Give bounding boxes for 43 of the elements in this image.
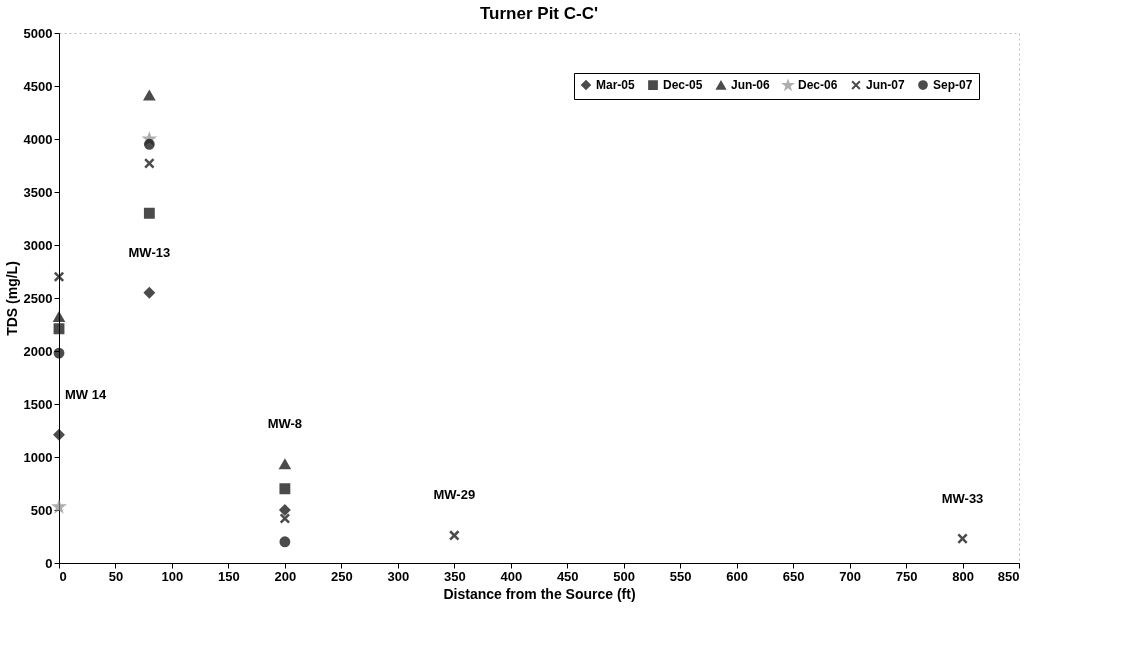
y-tick-label: 2000 xyxy=(23,343,53,359)
y-tick-label: 500 xyxy=(30,502,53,518)
x-tick-label: 200 xyxy=(274,568,297,584)
x-tick-label: 50 xyxy=(108,568,124,584)
x-tick-label: 750 xyxy=(895,568,918,584)
x-axis-title: Distance from the Source (ft) xyxy=(443,585,636,602)
y-tick-label: 1000 xyxy=(23,449,53,465)
legend-label: Dec-05 xyxy=(663,78,703,93)
y-tick-label: 4000 xyxy=(23,131,53,147)
y-tick-label: 0 xyxy=(45,555,53,571)
annotation: MW-8 xyxy=(267,416,303,432)
y-tick-label: 3500 xyxy=(23,184,53,200)
x-tick-label: 350 xyxy=(443,568,466,584)
x-tick-label: 300 xyxy=(387,568,410,584)
x-tick-label: 250 xyxy=(331,568,353,584)
legend-label: Dec-06 xyxy=(798,78,838,93)
x-tick-label: 150 xyxy=(218,568,240,584)
y-tick-label: 5000 xyxy=(23,25,53,41)
legend-label: Jun-06 xyxy=(731,78,770,93)
x-tick-label: 800 xyxy=(952,568,974,584)
y-tick-label: 3000 xyxy=(23,237,53,253)
chart-title: Turner Pit C-C' xyxy=(479,4,599,23)
y-tick-label: 2500 xyxy=(23,290,53,306)
x-tick-label: 100 xyxy=(161,568,184,584)
annotation: MW-29 xyxy=(433,487,476,503)
y-tick-label: 1500 xyxy=(23,396,53,412)
legend-label: Jun-07 xyxy=(866,78,905,93)
x-tick-label: 400 xyxy=(500,568,523,584)
annotation: MW-13 xyxy=(128,244,171,260)
y-tick-label: 4500 xyxy=(23,78,53,94)
x-tick-label: 550 xyxy=(669,568,692,584)
x-tick-label: 600 xyxy=(726,568,748,584)
x-tick-label: 0 xyxy=(59,568,67,584)
annotation: MW-33 xyxy=(941,490,984,506)
legend-label: Mar-05 xyxy=(596,78,636,93)
y-axis-title: TDS (mg/L) xyxy=(3,261,20,336)
x-tick-label: 700 xyxy=(839,568,861,584)
x-tick-label: 450 xyxy=(556,568,579,584)
x-tick-label: 850 xyxy=(997,568,1020,584)
legend-label: Sep-07 xyxy=(933,78,973,93)
x-tick-label: 650 xyxy=(782,568,805,584)
annotation: MW 14 xyxy=(65,386,107,402)
x-tick-label: 500 xyxy=(613,568,636,584)
